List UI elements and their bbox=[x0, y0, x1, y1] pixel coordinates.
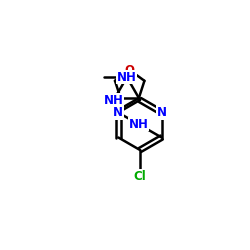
Text: N: N bbox=[157, 106, 167, 119]
Text: Cl: Cl bbox=[134, 170, 146, 183]
Text: NH: NH bbox=[117, 71, 137, 84]
Text: N: N bbox=[113, 106, 123, 119]
Text: NH: NH bbox=[104, 94, 124, 106]
Text: O: O bbox=[125, 64, 135, 76]
Text: NH: NH bbox=[129, 118, 149, 131]
